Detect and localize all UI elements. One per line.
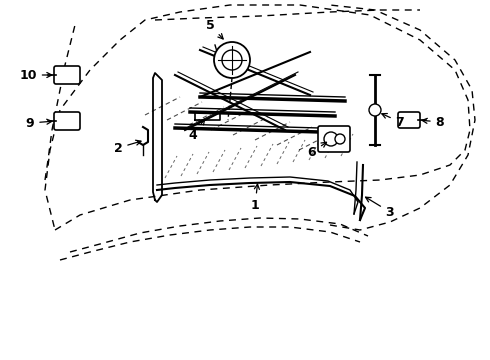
- Text: 5: 5: [206, 18, 223, 39]
- Circle shape: [324, 132, 338, 146]
- Text: 8: 8: [422, 116, 444, 129]
- FancyBboxPatch shape: [54, 66, 80, 84]
- Text: 9: 9: [25, 117, 52, 130]
- Text: 6: 6: [308, 142, 326, 158]
- Circle shape: [222, 50, 242, 70]
- Text: 4: 4: [189, 120, 204, 141]
- Text: 10: 10: [19, 68, 52, 81]
- Text: 3: 3: [366, 197, 394, 219]
- Circle shape: [214, 42, 250, 78]
- FancyBboxPatch shape: [398, 112, 420, 128]
- FancyBboxPatch shape: [54, 112, 80, 130]
- Text: 2: 2: [114, 140, 141, 154]
- Text: 7: 7: [382, 113, 404, 129]
- Circle shape: [335, 134, 345, 144]
- Text: 1: 1: [250, 184, 259, 212]
- Circle shape: [369, 104, 381, 116]
- FancyBboxPatch shape: [318, 126, 350, 152]
